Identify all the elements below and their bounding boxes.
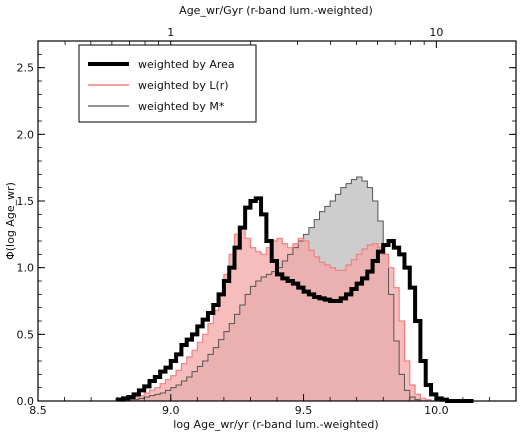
top-tick-label: 10 xyxy=(429,26,443,39)
series-line-area xyxy=(115,196,474,403)
y-tick-label: 2.5 xyxy=(17,62,35,75)
top-axis-title: Age_wr/Gyr (r-band lum.-weighted) xyxy=(179,4,373,17)
legend: weighted by Area weighted by L(r) weight… xyxy=(78,44,257,123)
series-line-light xyxy=(117,227,474,402)
legend-box xyxy=(78,44,257,123)
top-tick-label: 1 xyxy=(167,26,174,39)
y-tick-label: 0.0 xyxy=(17,395,35,408)
series-line-mass xyxy=(117,176,474,402)
x-tick-label: 10.0 xyxy=(424,404,449,417)
y-tick-label: 1.0 xyxy=(17,262,35,275)
y-axis-title: Φ(log Age_wr) xyxy=(4,182,17,260)
series-layer xyxy=(115,176,474,403)
x-tick-label: 8.5 xyxy=(29,404,47,417)
y-tick-label: 0.5 xyxy=(17,328,35,341)
y-tick-label: 1.5 xyxy=(17,195,35,208)
x-tick-label: 9.0 xyxy=(162,404,180,417)
legend-label-mass: weighted by M* xyxy=(138,100,225,113)
x-tick-label: 9.5 xyxy=(295,404,313,417)
y-tick-label: 2.0 xyxy=(17,128,35,141)
legend-label-area: weighted by Area xyxy=(138,58,235,71)
legend-label-light: weighted by L(r) xyxy=(138,79,229,92)
series-fill-light xyxy=(117,227,474,401)
ticks-layer: 8.5 9.0 9.5 10.0 0.0 0.5 1.0 1.5 2.0 2.5 1 10 xyxy=(17,26,517,417)
x-axis-title: log Age_wr/yr (r-band lum.-weighted) xyxy=(173,418,378,431)
